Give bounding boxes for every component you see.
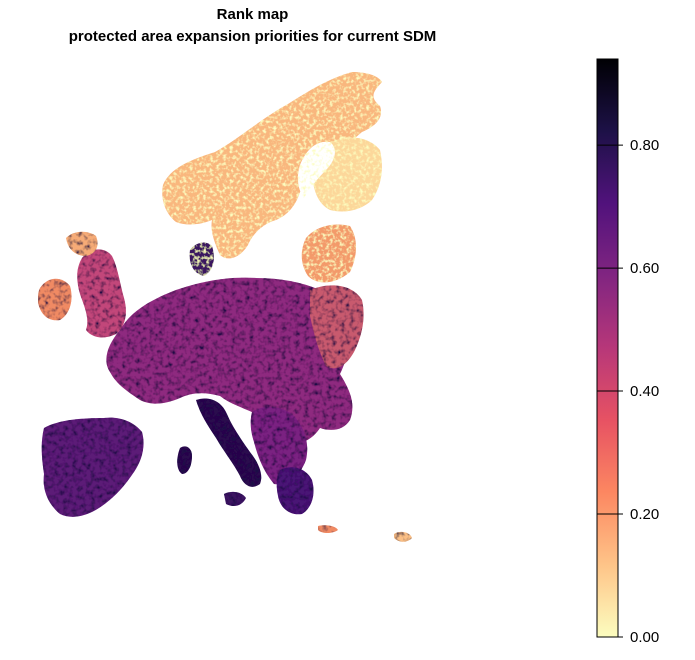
central-europe bbox=[106, 277, 353, 444]
cyprus bbox=[394, 531, 412, 542]
sicily bbox=[224, 491, 246, 506]
map-subtitle: protected area expansion priorities for … bbox=[68, 28, 437, 45]
eastern-europe bbox=[310, 285, 364, 369]
denmark bbox=[189, 242, 214, 276]
region-scandinavia bbox=[162, 72, 382, 283]
legend-tick-label: 0.60 bbox=[630, 260, 659, 277]
region-british-isles bbox=[38, 231, 126, 338]
norway-sweden-landmass bbox=[162, 72, 382, 259]
scotland-north bbox=[66, 231, 98, 256]
crete bbox=[318, 525, 338, 533]
baltic-states bbox=[301, 224, 356, 283]
gulf-of-bothnia bbox=[297, 141, 335, 198]
legend-tick-label: 0.80 bbox=[630, 137, 659, 154]
region-mainland bbox=[41, 277, 412, 542]
iberian-peninsula bbox=[41, 417, 144, 517]
italy bbox=[196, 398, 262, 487]
legend-ticks: 0.00 0.20 0.40 0.60 0.80 bbox=[597, 137, 659, 646]
legend-color-bar bbox=[596, 58, 619, 638]
legend-tick-label: 0.20 bbox=[630, 506, 659, 523]
map-title: Rank map bbox=[216, 6, 289, 23]
legend-tick-label: 0.40 bbox=[630, 383, 659, 400]
legend-tick-label: 0.00 bbox=[630, 629, 659, 646]
balkans bbox=[250, 406, 308, 485]
greece bbox=[276, 467, 314, 515]
ireland bbox=[38, 278, 72, 321]
great-britain bbox=[77, 249, 126, 338]
sardinia bbox=[177, 446, 192, 474]
